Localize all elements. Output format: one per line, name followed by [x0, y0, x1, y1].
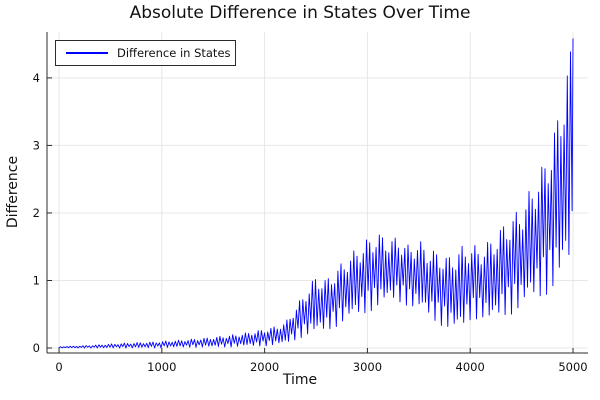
y-tick-label: 4	[33, 71, 40, 85]
x-tick-label: 4000	[456, 360, 485, 374]
y-tick-label: 1	[33, 273, 40, 287]
x-tick-label: 2000	[250, 360, 279, 374]
x-axis-label: Time	[282, 372, 318, 388]
y-tick-label: 2	[33, 206, 40, 220]
x-tick-label: 3000	[353, 360, 382, 374]
x-tick-label: 0	[55, 360, 62, 374]
tick-labels: 0 1000 2000 3000 4000 5000 0 1 2 3 4	[33, 71, 588, 374]
y-tick-label: 3	[33, 138, 40, 152]
y-tick-label: 0	[33, 341, 40, 355]
x-tick-label: 1000	[147, 360, 176, 374]
legend-box: Difference in States	[55, 40, 236, 66]
difference-series-line	[58, 38, 574, 349]
axes	[46, 32, 588, 354]
legend-entry-label: Difference in States	[117, 46, 231, 60]
chart-title: Absolute Difference in States Over Time	[129, 3, 471, 23]
gridlines	[47, 32, 588, 353]
legend-line-sample	[66, 52, 108, 54]
x-tick-label: 5000	[558, 360, 587, 374]
